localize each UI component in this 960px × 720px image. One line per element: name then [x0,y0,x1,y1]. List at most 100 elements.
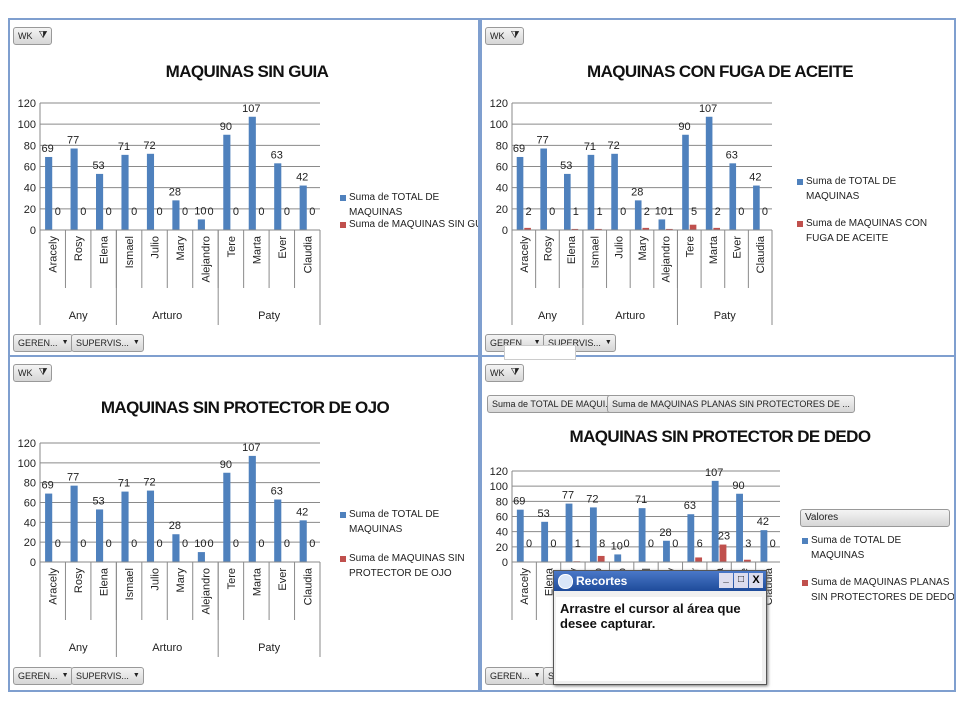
y-tick-label: 80 [496,140,508,152]
value-field-button[interactable]: Suma de TOTAL DE MAQUI... [487,395,618,413]
bar [248,455,256,562]
x-tick-label: Elena [99,567,111,596]
data-label: 71 [118,141,130,153]
filter-label: WK [490,31,505,41]
y-tick-label: 40 [24,183,36,195]
filter-icon: ⧩ [38,367,48,378]
dropdown-arrow: ▼ [132,339,140,346]
bar [146,153,155,230]
data-label: 0 [738,206,744,218]
filter-button[interactable]: WK ⧩ [13,364,52,382]
x-tick-label: Tere [226,236,238,257]
data-label: 72 [143,477,155,489]
y-tick-label: 0 [30,557,36,569]
data-label: 28 [169,186,181,198]
bar [540,148,547,230]
y-tick-label: 60 [24,498,36,510]
blank-popup [504,345,576,360]
field-button[interactable]: GEREN... ▼ [13,334,73,352]
data-label: 77 [537,135,549,147]
x-tick-label: Aracely [48,568,60,605]
data-label: 63 [684,500,696,512]
data-label: 72 [143,140,155,152]
legend-label: Suma de MAQUINAS PLANAS SIN PROTECTORES … [811,577,955,603]
x-tick-label: Tere [684,236,696,257]
field-button[interactable]: SUPERVIS...▼ [71,334,144,352]
bar [524,227,531,230]
x-tick-label: Marta [708,235,720,264]
data-label: 63 [271,149,283,161]
group-label: Any [538,310,557,322]
legend-swatch [802,538,808,544]
chart-title: MAQUINAS CON FUGA DE ACEITE [587,62,853,81]
y-tick-label: 0 [30,225,36,237]
x-tick-label: Aracely [519,568,531,605]
y-tick-label: 40 [496,183,508,195]
legend-swatch [340,222,346,228]
bar [589,507,597,562]
bar [197,219,205,230]
y-tick-label: 40 [24,517,36,529]
field-label: GEREN... [18,671,58,681]
y-tick-label: 20 [496,542,508,554]
filter-icon: ⧩ [38,30,48,41]
maximize[interactable]: □ [734,573,748,588]
dropdown-arrow: ▼ [132,672,140,679]
data-label: 0 [80,538,86,550]
bar [223,134,231,230]
data-label: 69 [513,143,525,155]
data-label: 107 [699,103,717,115]
group-label: Any [69,642,88,654]
data-label: 53 [92,495,104,507]
field-button[interactable]: GEREN... ▼ [485,667,545,685]
bar [541,521,549,562]
y-tick-label: 80 [24,478,36,490]
minimize[interactable]: _ [719,573,733,588]
data-label: 0 [309,206,315,218]
dropdown-arrow: ▼ [61,339,69,346]
panel: WK ⧩ GEREN... ▼ SUPERVIS... ▼ MAQUINAS CON FUG… [480,18,956,357]
chart-title: MAQUINAS SIN PROTECTOR DE DEDO [569,427,872,446]
data-label: 28 [659,527,671,539]
x-tick-label: Mary [175,568,187,593]
y-tick-label: 120 [18,438,36,450]
group-label: Paty [714,310,737,322]
close[interactable]: X [749,573,763,588]
filter-button[interactable]: WK ⧩ [485,364,524,382]
data-label: 107 [242,442,260,454]
bar [565,503,573,562]
filter-label: WK [18,368,33,378]
field-button[interactable]: GEREN... ▼ [13,667,73,685]
chart-title: MAQUINAS SIN PROTECTOR DE OJO [100,398,390,417]
data-label: 0 [106,206,112,218]
data-label: 53 [560,160,572,172]
x-tick-label: Ismael [124,236,136,268]
snip-window: Recortes _ □ X Arrastre el cursor al áre… [553,570,767,685]
x-tick-label: Ever [277,568,289,591]
value-field-button[interactable]: Suma de MAQUINAS PLANAS SIN PROTECTORES … [607,395,855,413]
data-label: 0 [550,538,556,550]
window-controls[interactable]: _ □ X [719,573,763,588]
field-button[interactable]: SUPERVIS...▼ [71,667,144,685]
data-label: 0 [526,538,532,550]
legend-label: Suma de MAQUINAS CON FUGA DE ACEITE [806,218,928,244]
group-label: Arturo [152,642,182,654]
data-label: 2 [644,206,650,218]
bar [564,173,571,230]
x-tick-label: Alejandro [661,236,673,282]
y-tick-label: 120 [490,466,508,478]
filter-button[interactable]: WK ⧩ [13,27,52,45]
data-label: 69 [42,480,54,492]
field-label: GEREN... [18,338,58,348]
legend-swatch [340,556,346,562]
bar [248,116,256,230]
data-label: 42 [757,516,769,528]
x-tick-label: Rosy [542,236,554,262]
x-tick-label: Mary [637,236,649,261]
y-tick-label: 40 [496,527,508,539]
bar [687,514,695,562]
filter-button[interactable]: WK ⧩ [485,27,524,45]
data-label: 0 [106,538,112,550]
message: Arrastre el cursor al área que desee cap… [556,597,762,681]
bar [689,224,697,230]
